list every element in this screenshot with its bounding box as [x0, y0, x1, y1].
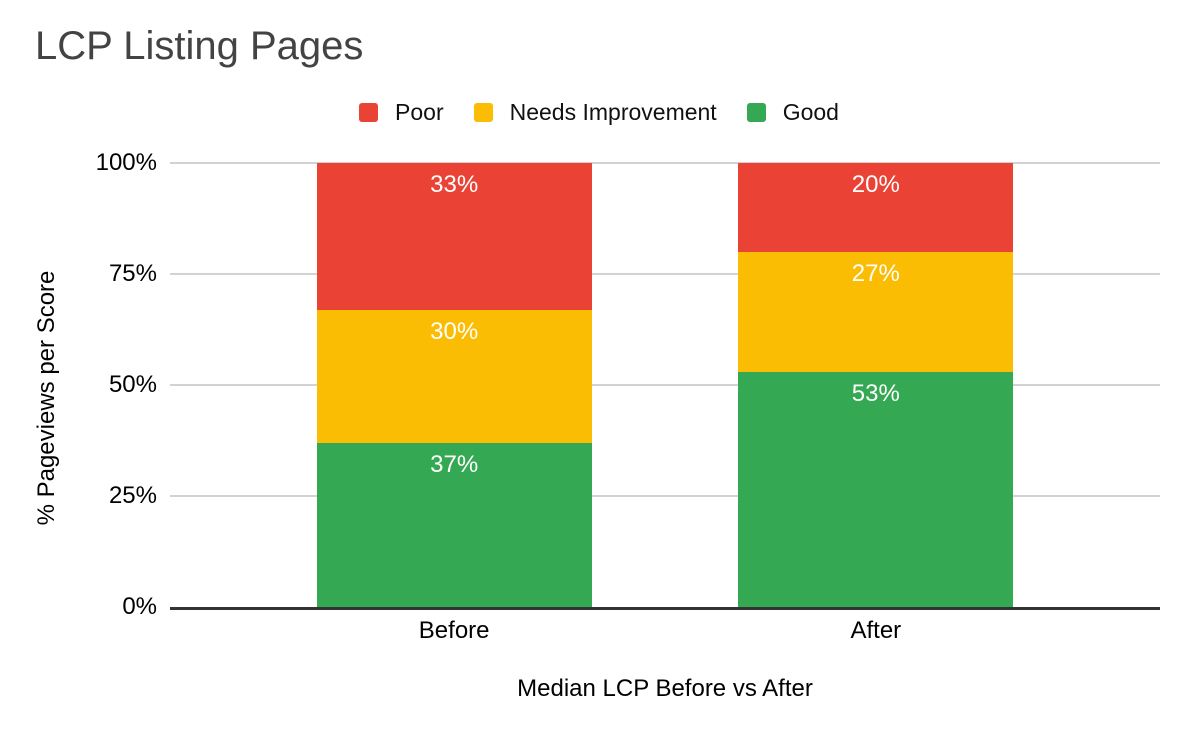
gridline-100 [170, 162, 1160, 164]
bar-segment-needs-improvement-before: 30% [316, 309, 592, 443]
bar-segment-needs-improvement-after: 27% [738, 251, 1014, 372]
y-tick-0: 0% [122, 593, 157, 620]
x-label-after: After [850, 617, 902, 644]
legend-item-poor: Poor [359, 99, 444, 126]
y-tick-100: 100% [95, 149, 157, 176]
gridline-75 [170, 273, 1160, 275]
bar-segment-value-label: 53% [851, 379, 900, 407]
y-axis-ticks: 0% 25% 50% 75% 100% [0, 149, 157, 620]
y-tick-50: 50% [108, 371, 157, 398]
bar-before: 33% 30% 37% [316, 163, 592, 607]
legend-item-good: Good [746, 98, 839, 126]
bar-segment-good-before: 37% [316, 442, 592, 607]
legend-swatch-good-icon [746, 102, 766, 122]
bar-segment-poor-before: 33% [316, 163, 592, 310]
x-label-before: Before [418, 617, 490, 644]
bar-segment-value-label: 37% [430, 450, 479, 478]
legend-label: Poor [395, 98, 444, 125]
plot-area: 33% 30% 37% 20% 27% 53% [170, 162, 1160, 610]
legend-label: Needs Improvement [509, 98, 717, 125]
y-tick-25: 25% [108, 482, 157, 509]
bar-segment-good-after: 53% [738, 371, 1014, 607]
legend-swatch-needs-improvement-icon [473, 102, 493, 122]
bar-segment-poor-after: 20% [738, 163, 1014, 252]
bar-after: 20% 27% 53% [738, 163, 1014, 607]
gridline-50 [170, 384, 1160, 386]
bar-segment-value-label: 33% [430, 171, 479, 198]
bar-segment-value-label: 30% [430, 317, 479, 345]
legend: Poor Needs Improvement Good [0, 99, 1198, 125]
legend-item-needs-improvement: Needs Improvement [473, 98, 717, 126]
legend-label: Good [782, 98, 839, 125]
x-axis-category-labels: Before After [170, 616, 1160, 646]
bars-container: 33% 30% 37% 20% 27% 53% [170, 163, 1160, 607]
bar-segment-value-label: 20% [851, 171, 900, 198]
x-axis-title: Median LCP Before vs After [517, 675, 813, 702]
legend-swatch-poor-icon [359, 102, 379, 122]
gridline-25 [170, 495, 1160, 497]
y-tick-75: 75% [108, 260, 157, 287]
chart-title: LCP Listing Pages [35, 24, 364, 68]
x-axis-baseline [170, 607, 1160, 610]
bar-segment-value-label: 27% [851, 259, 900, 287]
